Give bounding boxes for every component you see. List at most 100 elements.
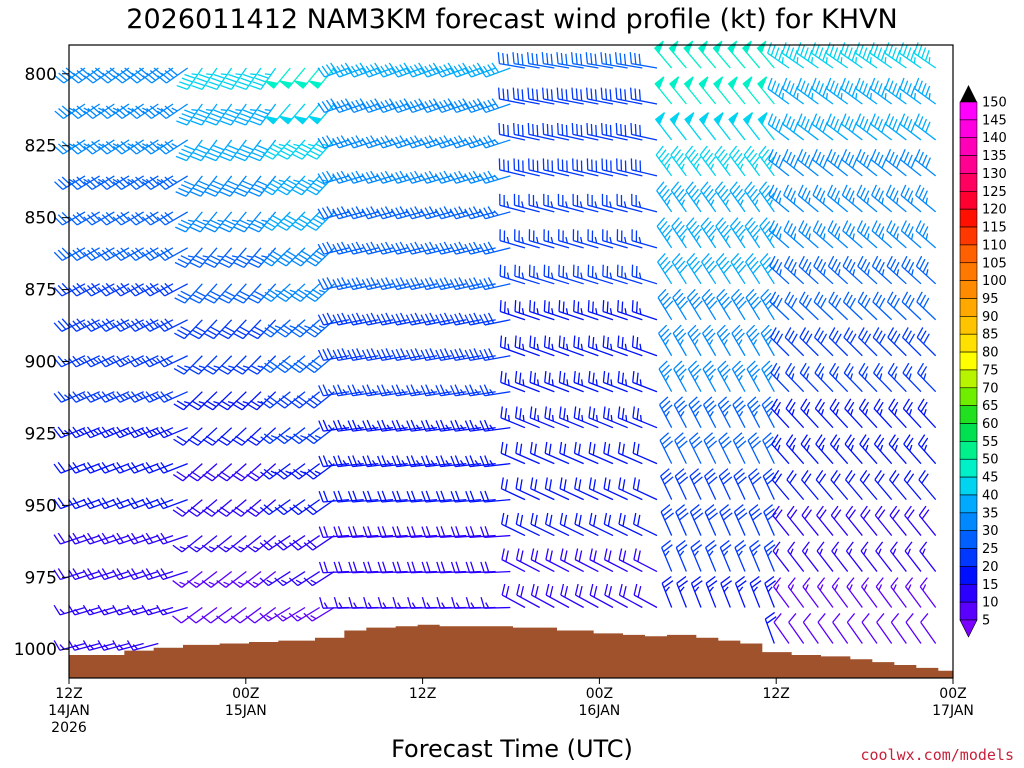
colorbar-label: 95 (982, 292, 999, 307)
wind-barb (83, 211, 115, 226)
wind-barb (405, 348, 438, 361)
y-tick-label: 875 (25, 281, 57, 301)
wind-barb (543, 264, 570, 285)
wind-barb (186, 571, 218, 588)
wind-barb (97, 391, 130, 403)
wind-barb (98, 175, 130, 191)
wind-barb (245, 535, 277, 553)
wind-barb (860, 541, 878, 572)
wind-barb (217, 355, 247, 375)
wind-barb (762, 468, 777, 500)
wind-barb (69, 103, 101, 120)
wind-barb (574, 583, 599, 609)
wind-barb (686, 253, 703, 285)
wind-barb (175, 139, 203, 162)
wind-barb (571, 122, 599, 141)
wind-barb (201, 535, 233, 553)
wind-barb (899, 77, 922, 105)
wind-barb (632, 441, 658, 465)
wind-barb (618, 512, 643, 537)
wind-barb (514, 406, 540, 429)
wind-barb (856, 220, 878, 249)
wind-barb (587, 193, 614, 213)
colorbar-label: 65 (982, 399, 999, 414)
wind-barb (275, 319, 306, 338)
wind-barb (516, 583, 540, 609)
wind-barb (202, 499, 233, 517)
wind-barb (704, 468, 718, 500)
wind-barb (406, 419, 438, 432)
wind-barb (557, 158, 584, 177)
wind-barb (674, 432, 688, 464)
wind-barb (889, 469, 907, 501)
colorbar-label: 40 (982, 488, 999, 503)
colorbar-min-arrow (959, 619, 978, 638)
wind-barb (274, 606, 306, 622)
colorbar-swatch (959, 583, 978, 603)
colorbar-swatch (959, 476, 978, 496)
wind-barb (886, 291, 907, 321)
x-tick-label: 12Z (409, 686, 436, 702)
wind-barb (175, 175, 203, 197)
wind-barb (616, 158, 643, 177)
wind-barb (764, 611, 777, 644)
wind-barb (291, 175, 321, 196)
wind-barb (842, 220, 863, 249)
wind-barb (544, 370, 570, 393)
wind-barb (500, 370, 526, 393)
wind-barb (541, 52, 570, 69)
wind-barb (603, 441, 628, 465)
wind-barb (544, 441, 570, 465)
wind-barb (156, 497, 188, 510)
wind-barb (305, 283, 335, 302)
wind-barb (768, 220, 790, 249)
wind-barb (478, 98, 511, 114)
wind-barb (633, 512, 658, 537)
wind-barb (127, 139, 159, 155)
wind-barb (142, 139, 174, 155)
wind-barb (97, 211, 130, 226)
wind-barb (587, 264, 614, 285)
wind-barb (859, 469, 878, 501)
wind-barb (219, 139, 247, 162)
wind-barb (759, 253, 776, 285)
wind-barb (787, 577, 805, 608)
wind-barb (783, 184, 805, 213)
wind-barb (615, 122, 643, 141)
wind-barb (141, 282, 174, 297)
wind-barb (602, 229, 628, 249)
wind-barb (813, 327, 834, 357)
wind-barb (186, 606, 218, 624)
wind-barb (772, 541, 790, 572)
wind-barb (813, 291, 834, 321)
wind-barb (855, 113, 878, 141)
colorbar-label: 60 (982, 417, 999, 432)
wind-barb (559, 512, 584, 537)
wind-barb (435, 419, 467, 432)
wind-barb (899, 42, 922, 69)
y-tick-label: 925 (25, 424, 57, 444)
y-tick-label: 975 (25, 568, 57, 588)
wind-barb (842, 255, 863, 285)
wind-barb (660, 468, 674, 500)
wind-barb (801, 469, 819, 501)
wind-barb (274, 535, 306, 551)
wind-barb (127, 175, 159, 191)
wind-barb (362, 561, 394, 574)
wind-barb (499, 264, 526, 285)
wind-barb (811, 42, 834, 69)
wind-barb (436, 526, 467, 539)
wind-barb (857, 255, 878, 285)
colorbar-swatch (959, 244, 978, 264)
wind-barb (905, 577, 922, 608)
wind-barb (82, 426, 115, 439)
wind-barb (699, 145, 717, 177)
wind-barb (259, 606, 291, 622)
wind-barb (264, 103, 291, 125)
wind-barb (632, 406, 658, 429)
wind-barb (796, 42, 819, 69)
wind-barb (832, 613, 849, 644)
wind-barb (732, 396, 746, 428)
wind-barb (173, 391, 203, 411)
colorbar-swatch (959, 458, 978, 478)
